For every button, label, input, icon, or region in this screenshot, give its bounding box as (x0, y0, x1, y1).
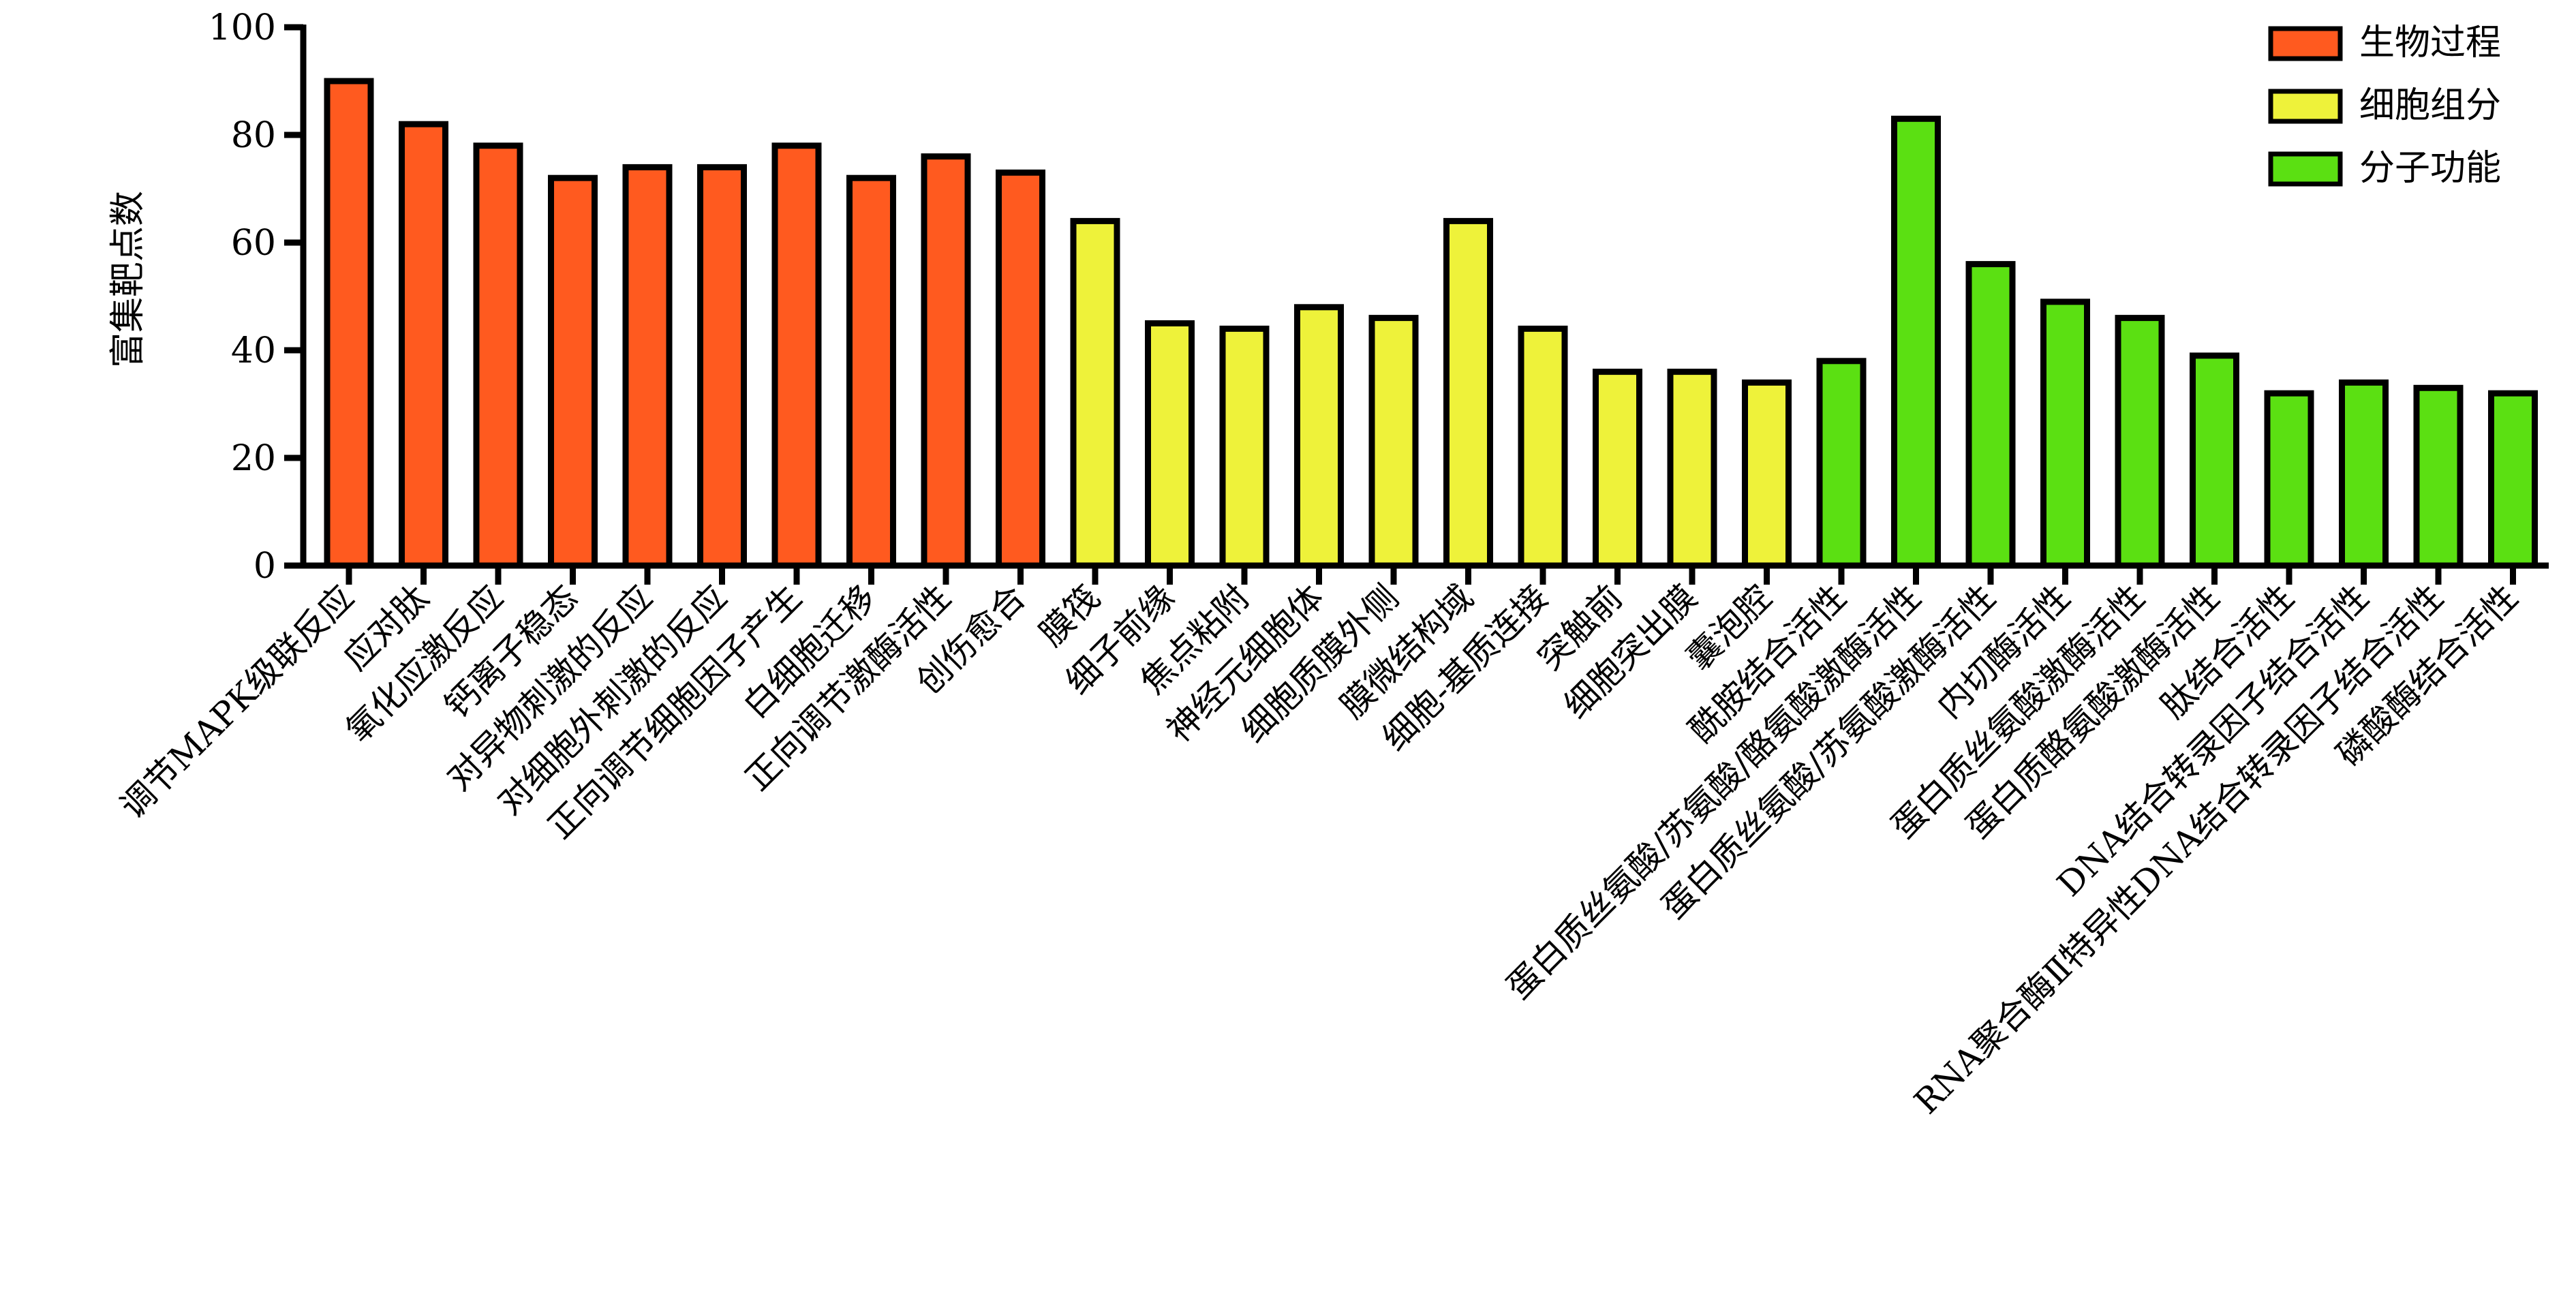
legend-swatch (2268, 151, 2343, 187)
bar-3 (473, 142, 523, 569)
bar-22 (1891, 115, 1941, 569)
bar-30 (2488, 390, 2538, 569)
bar-13 (1219, 325, 1270, 569)
bar-20 (1742, 379, 1792, 569)
bar-8 (846, 174, 896, 569)
bar-18 (1593, 369, 1642, 569)
x-axis: 调节MAPK级联反应应对肽氧化应激反应钙离子稳态对异物刺激的反应对细胞外刺激的反… (112, 562, 2549, 1122)
legend-label: 分子功能 (2359, 148, 2501, 189)
y-tick-label: 80 (231, 115, 276, 156)
bar-12 (1145, 320, 1195, 569)
bars-group (324, 78, 2538, 569)
bar-10 (996, 169, 1045, 569)
bar-26 (2190, 352, 2239, 569)
y-axis: 0 20 40 60 80 100 (209, 7, 307, 587)
bar-2 (399, 121, 448, 569)
bar-24 (2040, 298, 2090, 569)
y-tick-label: 0 (254, 546, 276, 587)
bar-1 (324, 78, 374, 569)
y-tick-label: 40 (231, 330, 276, 371)
bar-23 (1965, 261, 2016, 569)
legend-swatch (2268, 89, 2343, 124)
bar-29 (2413, 384, 2464, 569)
bar-27 (2264, 390, 2314, 569)
bar-21 (1816, 358, 1867, 569)
bar-4 (548, 174, 598, 569)
bar-9 (921, 153, 971, 569)
legend-swatch (2268, 26, 2343, 61)
bar-14 (1294, 304, 1344, 569)
bar-19 (1667, 369, 1717, 569)
y-tick-label: 60 (231, 223, 276, 264)
y-tick-label: 20 (231, 438, 276, 479)
x-tick-label: 调节MAPK级联反应 (112, 577, 361, 826)
y-axis-title: 富集靶点数 (108, 191, 149, 368)
legend-label: 生物过程 (2359, 22, 2501, 63)
bar-25 (2115, 315, 2165, 569)
bar-28 (2339, 379, 2389, 569)
y-tick-label: 100 (209, 7, 276, 48)
bar-6 (697, 164, 747, 569)
bar-16 (1443, 217, 1493, 569)
bar-7 (771, 142, 822, 569)
bar-15 (1368, 315, 1419, 569)
legend-label: 细胞组分 (2359, 85, 2501, 126)
bar-11 (1070, 217, 1120, 569)
bar-17 (1518, 325, 1568, 569)
bar-5 (622, 164, 673, 569)
